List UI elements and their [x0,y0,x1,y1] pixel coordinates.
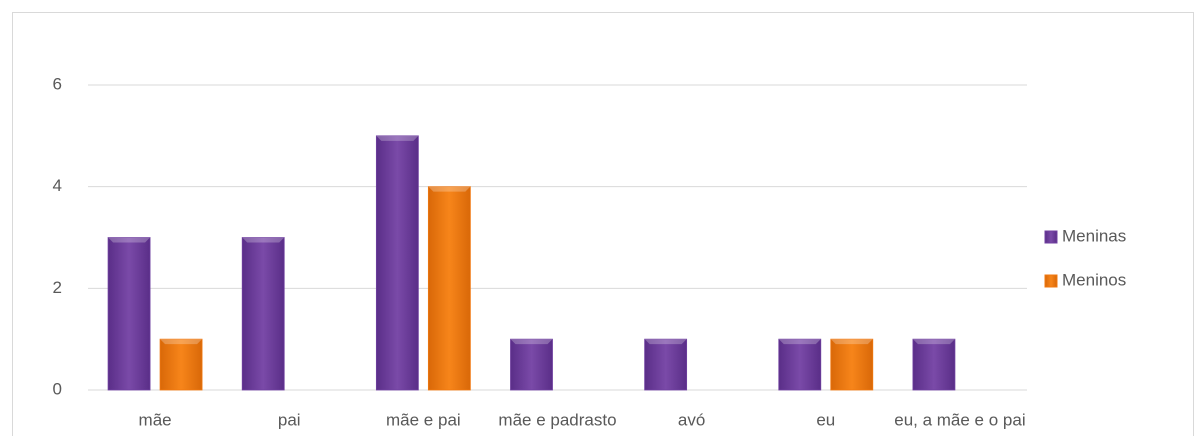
bar-bevel [160,339,203,345]
y-tick-label: 0 [53,379,62,398]
legend-label: Meninas [1062,226,1126,245]
bar-bevel [912,339,955,345]
y-tick-label: 4 [53,176,62,195]
bar [427,186,471,391]
bar [375,135,419,391]
bar-bevel [242,237,285,243]
bar-bevel [830,339,873,345]
y-tick-label: 6 [53,74,62,93]
bar [912,338,956,391]
bar-bevel [376,135,419,141]
bar [644,338,688,391]
x-tick-label: mãe e pai [386,410,461,429]
x-tick-label: mãe e padrasto [498,410,616,429]
bar [510,338,553,391]
x-tick-label: pai [278,410,301,429]
bar [778,338,822,391]
legend-swatch [1044,274,1058,288]
x-tick-label: mãe [139,410,172,429]
legend-label: Meninos [1062,270,1126,289]
x-tick-label: eu, a mãe e o pai [894,410,1025,429]
bar-bevel [778,339,821,345]
bar-bevel [510,339,553,345]
legend-swatch [1044,230,1058,244]
bar-bevel [428,186,471,192]
x-tick-label: eu [816,410,835,429]
chart-border [12,12,1194,441]
bar [830,338,874,391]
bar-bevel [644,339,687,345]
bar-bevel [108,237,151,243]
y-tick-label: 2 [53,278,62,297]
bar [107,237,151,391]
x-tick-label: avó [678,410,705,429]
bar [159,338,203,391]
bar [241,237,285,391]
